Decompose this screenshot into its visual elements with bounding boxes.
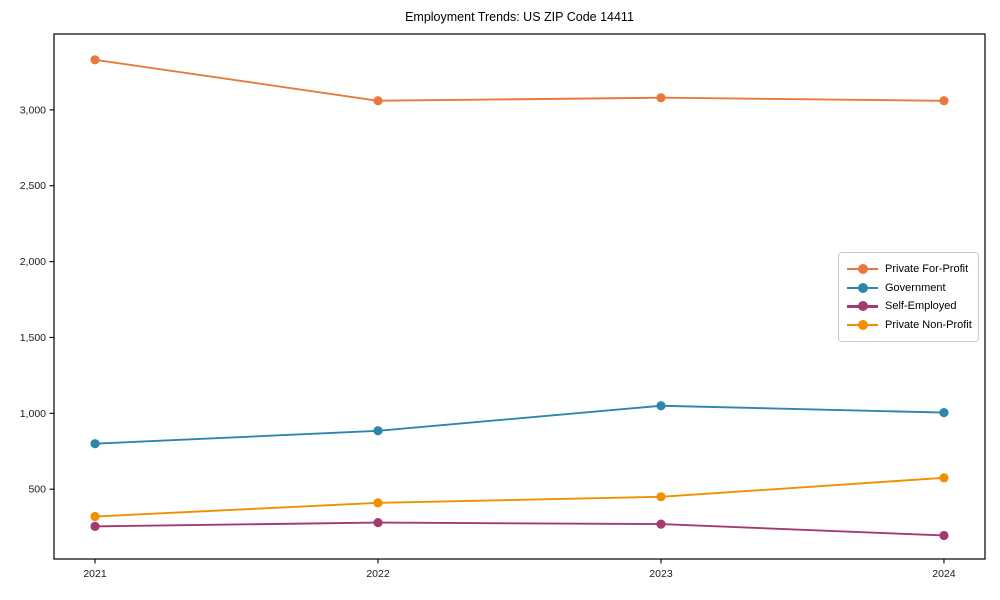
data-point xyxy=(90,439,100,449)
data-point xyxy=(656,492,666,502)
legend-label: Government xyxy=(885,281,946,294)
legend-line-marker-icon xyxy=(847,319,878,331)
data-point xyxy=(373,498,383,508)
y-tick-label: 500 xyxy=(28,484,46,496)
x-tick-label: 2022 xyxy=(366,568,390,580)
chart-title: Employment Trends: US ZIP Code 14411 xyxy=(405,10,634,24)
data-point xyxy=(939,473,949,483)
legend-line-marker-icon xyxy=(847,300,878,312)
legend-item: Private Non-Profit xyxy=(847,316,972,334)
data-point xyxy=(939,407,949,418)
data-point xyxy=(373,426,383,436)
legend-line-marker-icon xyxy=(847,282,878,294)
legend-label: Private For-Profit xyxy=(885,263,969,275)
legend: Private For-Profit Government Self-Employe… xyxy=(838,252,979,342)
data-point xyxy=(373,96,383,106)
legend-item: Self-Employed xyxy=(847,297,970,315)
series-line-self-employed xyxy=(94,521,945,537)
data-point xyxy=(939,530,949,541)
y-tick-label: 3,000 xyxy=(20,104,46,116)
legend-line-marker-icon xyxy=(847,263,878,275)
y-tick-label: 1,500 xyxy=(20,332,46,344)
data-point xyxy=(90,511,100,522)
data-point xyxy=(373,517,383,528)
data-point xyxy=(656,519,666,529)
data-point xyxy=(90,55,100,65)
series-line-private-non-profit xyxy=(94,476,945,518)
data-point xyxy=(656,401,666,411)
legend-label: Self-Employed xyxy=(885,300,957,313)
data-point xyxy=(90,521,100,531)
x-tick-label: 2021 xyxy=(83,568,107,580)
axes-spines xyxy=(53,33,986,560)
data-point xyxy=(939,96,949,106)
series-line-government xyxy=(94,404,945,445)
data-point xyxy=(656,93,666,103)
y-tick-label: 2,500 xyxy=(20,180,46,192)
y-tick-label: 1,000 xyxy=(20,408,46,420)
x-tick-label: 2023 xyxy=(649,568,673,580)
legend-item: Government xyxy=(847,279,970,297)
series-line-private-for-profit xyxy=(94,58,945,102)
legend-item: Private For-Profit xyxy=(847,260,970,278)
y-tick-label: 2,000 xyxy=(20,256,46,268)
legend-label: Private Non-Profit xyxy=(885,318,972,331)
x-tick-label: 2024 xyxy=(932,568,956,580)
